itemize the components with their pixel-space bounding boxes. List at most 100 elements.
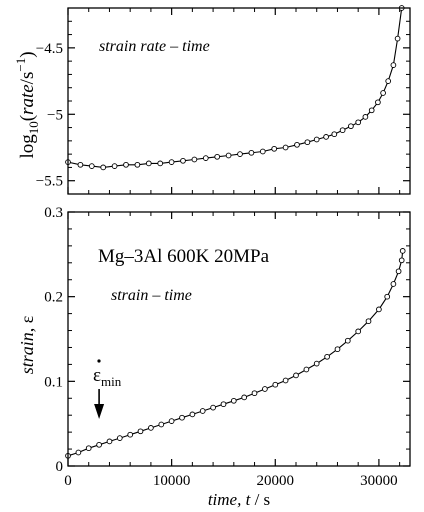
data-point [282, 144, 289, 151]
data-point [304, 139, 311, 146]
data-point [294, 141, 300, 148]
data-point [180, 157, 186, 164]
down-arrow-icon [94, 389, 105, 419]
bottom-x-axis-label: time, t / s [208, 490, 270, 509]
top-series-line [67, 7, 403, 168]
data-point [251, 390, 258, 397]
data-point [116, 435, 123, 441]
top-plot-frame [67, 7, 411, 195]
data-point [324, 353, 330, 360]
data-point [339, 127, 346, 134]
data-point [272, 381, 279, 388]
data-point [111, 163, 118, 169]
y-tick-label: −5.5 [36, 174, 63, 190]
bottom-title: Mg–3Al 600K 20MPa [98, 246, 270, 267]
top-series-points [65, 5, 405, 171]
min-rate-label: εmin [93, 365, 122, 389]
data-point [148, 425, 154, 431]
data-point [355, 119, 362, 126]
data-point [385, 78, 392, 84]
data-point [85, 445, 92, 452]
data-point [368, 107, 375, 114]
y-tick-label: −5 [47, 107, 63, 123]
top-ticks [67, 7, 410, 195]
data-point [106, 438, 113, 445]
bottom-plot-frame [67, 211, 411, 467]
data-point [344, 337, 351, 344]
data-point [199, 408, 206, 414]
data-point [145, 160, 152, 167]
data-point [395, 268, 402, 275]
top-panel: −5.5 −5 −4.5 strain rate – time log10(rate… [13, 5, 411, 195]
top-ytick-labels: −5.5 −5 −4.5 [36, 41, 63, 190]
data-point [365, 318, 372, 325]
y-tick-label: 0.1 [44, 374, 63, 390]
data-point [75, 449, 82, 456]
data-point [189, 411, 196, 418]
bottom-series-line [67, 250, 404, 457]
data-point [220, 401, 227, 408]
data-point [134, 161, 141, 168]
data-point [399, 248, 406, 254]
data-point [313, 360, 320, 367]
y-tick-label: 0.3 [44, 205, 63, 221]
data-point [225, 152, 232, 159]
x-tick-label: 10000 [153, 473, 191, 489]
data-point [168, 418, 175, 424]
data-point [362, 114, 369, 120]
data-point [88, 163, 95, 169]
y-tick-label: −4.5 [36, 41, 63, 57]
y-tick-label: 0 [56, 459, 64, 475]
series-line [67, 7, 403, 168]
arrow-head [94, 404, 105, 419]
bottom-panel: 0 0.1 0.2 0.3 0 10000 20000 30000 Mg–3Al 600K … [17, 205, 411, 509]
bottom-series-points [65, 248, 406, 459]
data-point [100, 164, 107, 171]
data-point [303, 366, 310, 373]
data-point [390, 62, 397, 68]
data-point [355, 328, 362, 335]
data-point [380, 90, 386, 96]
data-point [262, 386, 268, 392]
data-point [331, 131, 338, 138]
data-point [237, 151, 243, 157]
data-point [123, 161, 129, 168]
data-point [191, 156, 198, 163]
data-point [271, 145, 278, 152]
bottom-annotation: strain – time [111, 287, 192, 304]
x-tick-label: 30000 [360, 473, 398, 489]
data-point [179, 414, 185, 421]
bottom-ytick-labels: 0 0.1 0.2 0.3 [44, 205, 63, 475]
data-point [241, 394, 248, 401]
bottom-y-axis-label: strain, ε [17, 315, 37, 374]
data-point [398, 257, 405, 264]
data-point [214, 153, 221, 160]
data-point [293, 372, 299, 379]
data-point [375, 99, 381, 106]
min-rate-dot [97, 359, 101, 363]
data-point [348, 123, 354, 130]
data-point [248, 149, 255, 156]
x-tick-label: 0 [64, 473, 72, 489]
top-y-axis-label: log10(rate/s−1) [13, 51, 41, 158]
data-point [313, 136, 320, 143]
data-point [394, 35, 401, 42]
data-point [77, 161, 84, 168]
data-point [259, 148, 266, 155]
data-point [210, 404, 216, 411]
y-tick-label: 0.2 [44, 290, 63, 306]
bottom-xtick-labels: 0 10000 20000 30000 [64, 473, 397, 489]
top-annotation: strain rate – time [99, 38, 210, 55]
data-point [202, 155, 209, 161]
data-point [390, 281, 397, 287]
data-point [157, 160, 164, 167]
data-point [168, 159, 175, 165]
data-point [323, 134, 329, 140]
data-point [230, 397, 237, 404]
x-tick-label: 20000 [257, 473, 295, 489]
data-point [376, 306, 382, 313]
data-point [282, 377, 289, 384]
series-line [67, 250, 404, 457]
data-point [158, 421, 165, 428]
